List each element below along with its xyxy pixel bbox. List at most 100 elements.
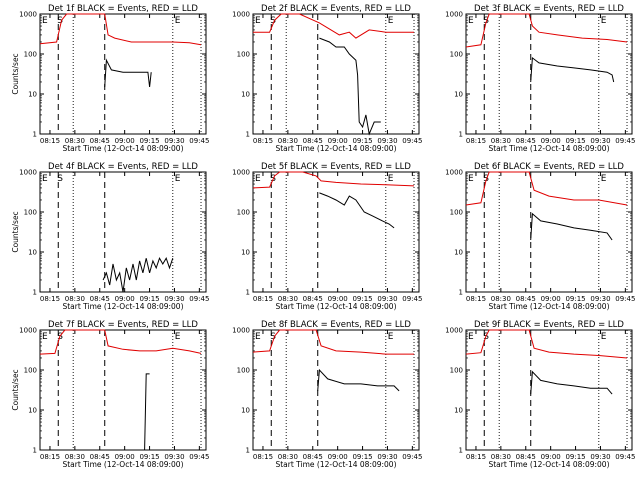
panel-5: Det 5f BLACK = Events, RED = LLD 1 10 100 10… — [232, 162, 422, 311]
x-tick-label: 08:15 — [40, 295, 60, 303]
x-tick-label: 09:30 — [590, 137, 610, 145]
plot-frame — [252, 13, 420, 135]
x-tick-label: 09:00 — [115, 295, 135, 303]
panel-title: Det 4f BLACK = Events, RED = LLD — [48, 162, 198, 172]
y-tick-label: 1000 — [445, 11, 463, 19]
marker-label-e: E — [175, 174, 181, 184]
x-tick-label: 09:15 — [565, 453, 585, 461]
series-line — [465, 171, 628, 206]
x-tick-label: 09:00 — [328, 137, 348, 145]
series-line — [530, 370, 613, 395]
x-axis-label: Start Time (12-Oct-14 08:09:00) — [488, 460, 609, 469]
marker-label-e: E — [601, 332, 607, 342]
y-axis-label: Counts/sec — [11, 211, 20, 252]
x-axis-label: Start Time (12-Oct-14 08:09:00) — [488, 302, 609, 311]
y-tick-label: 1000 — [232, 327, 250, 335]
x-tick-label: 09:15 — [139, 137, 159, 145]
x-tick-label: 09:00 — [115, 137, 135, 145]
marker-label-e: E — [175, 16, 181, 26]
marker-label-e: E — [255, 332, 261, 342]
x-tick-label: 08:30 — [491, 453, 511, 461]
panel-9: Det 9f BLACK = Events, RED = LLD 1 10 100 10… — [445, 320, 635, 469]
y-tick-label: 1000 — [445, 169, 463, 177]
y-tick-label: 100 — [24, 51, 37, 59]
series-line — [319, 37, 381, 136]
x-tick-label: 09:00 — [541, 295, 561, 303]
x-axis-label: Start Time (12-Oct-14 08:09:00) — [62, 460, 183, 469]
plot-frame — [39, 329, 207, 451]
panel-title: Det 1f BLACK = Events, RED = LLD — [48, 4, 198, 14]
y-tick-label: 100 — [450, 209, 463, 217]
y-axis-label: Counts/sec — [11, 53, 20, 94]
x-tick-label: 08:30 — [278, 453, 298, 461]
y-tick-label: 10 — [28, 91, 37, 99]
x-tick-label: 08:45 — [90, 453, 110, 461]
x-tick-label: 09:45 — [615, 453, 635, 461]
y-tick-label: 1000 — [445, 327, 463, 335]
x-tick-label: 08:15 — [466, 295, 486, 303]
y-tick-label: 100 — [237, 367, 250, 375]
plot-frame — [252, 171, 420, 293]
y-tick-label: 10 — [454, 407, 463, 415]
marker-label-s: S — [57, 174, 63, 184]
y-tick-label: 100 — [450, 51, 463, 59]
x-tick-label: 09:30 — [377, 295, 397, 303]
marker-label-e: E — [388, 174, 394, 184]
panel-6: Det 6f BLACK = Events, RED = LLD 1 10 100 10… — [445, 162, 635, 311]
series-line — [530, 212, 613, 241]
panel-title: Det 2f BLACK = Events, RED = LLD — [261, 4, 411, 14]
marker-label-e: E — [255, 174, 261, 184]
series-line — [317, 368, 400, 392]
x-tick-label: 08:45 — [303, 453, 323, 461]
marker-label-e: E — [255, 16, 261, 26]
x-tick-label: 09:45 — [402, 453, 422, 461]
plot-frame — [252, 329, 420, 451]
panel-4: Det 4f BLACK = Events, RED = LLD 1 10 100 10… — [11, 162, 209, 311]
marker-label-s: S — [270, 16, 276, 26]
y-tick-label: 1000 — [232, 11, 250, 19]
x-tick-label: 09:45 — [402, 137, 422, 145]
y-tick-label: 1 — [246, 447, 250, 455]
x-tick-label: 09:30 — [164, 295, 184, 303]
panel-title: Det 5f BLACK = Events, RED = LLD — [261, 162, 411, 172]
marker-label-e: E — [388, 16, 394, 26]
marker-label-e: E — [601, 16, 607, 26]
x-tick-label: 08:15 — [466, 137, 486, 145]
x-tick-label: 09:00 — [328, 453, 348, 461]
x-tick-label: 09:45 — [615, 137, 635, 145]
x-tick-label: 09:30 — [164, 137, 184, 145]
panel-title: Det 7f BLACK = Events, RED = LLD — [48, 320, 198, 330]
series-line — [465, 329, 628, 359]
x-tick-label: 08:30 — [278, 137, 298, 145]
panel-2: Det 2f BLACK = Events, RED = LLD 1 10 100 10… — [232, 4, 422, 153]
marker-label-s: S — [270, 332, 276, 342]
plot-frame — [465, 13, 633, 135]
marker-label-e: E — [468, 16, 474, 26]
x-axis-label: Start Time (12-Oct-14 08:09:00) — [275, 302, 396, 311]
panel-3: Det 3f BLACK = Events, RED = LLD 1 10 100 10… — [445, 4, 635, 153]
plot-frame — [39, 13, 207, 135]
y-tick-label: 100 — [24, 367, 37, 375]
x-tick-label: 08:45 — [90, 295, 110, 303]
panel-title: Det 3f BLACK = Events, RED = LLD — [474, 4, 624, 14]
x-tick-label: 09:45 — [402, 295, 422, 303]
marker-label-s: S — [57, 16, 63, 26]
series-line — [252, 329, 414, 355]
x-tick-label: 08:45 — [516, 453, 536, 461]
x-tick-label: 08:45 — [90, 137, 110, 145]
series-line — [253, 13, 414, 39]
x-tick-label: 09:15 — [565, 137, 585, 145]
marker-label-e: E — [42, 332, 48, 342]
y-tick-label: 10 — [28, 407, 37, 415]
x-tick-label: 08:15 — [40, 453, 60, 461]
y-tick-label: 1 — [33, 289, 37, 297]
x-tick-label: 09:00 — [115, 453, 135, 461]
x-tick-label: 09:00 — [541, 453, 561, 461]
x-tick-label: 09:15 — [352, 137, 372, 145]
plot-frame — [465, 329, 633, 451]
x-tick-label: 08:30 — [65, 137, 85, 145]
panel-title: Det 8f BLACK = Events, RED = LLD — [261, 320, 411, 330]
series-line — [465, 13, 628, 48]
series-line — [319, 192, 395, 229]
